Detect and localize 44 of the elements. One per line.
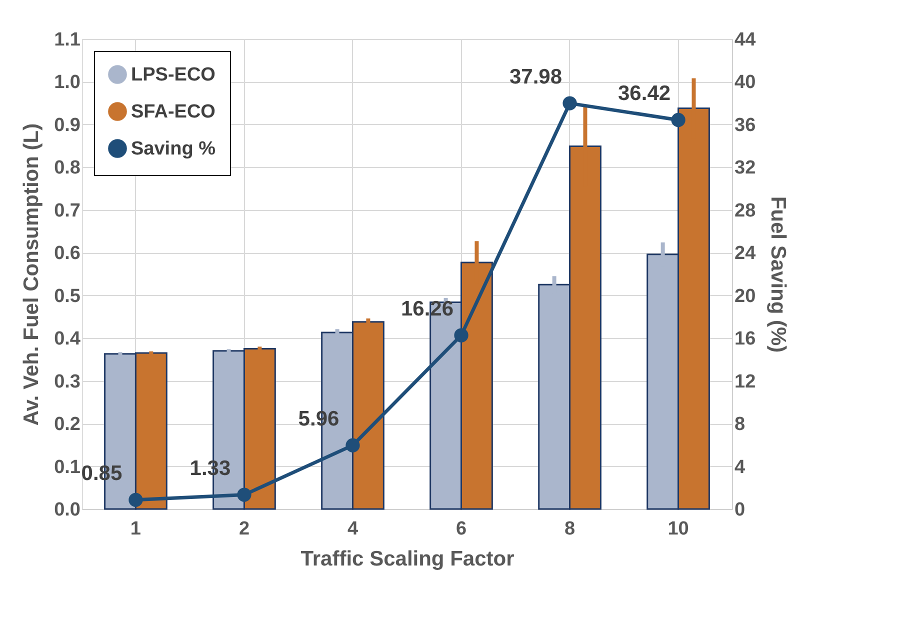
y-tick-label: 1.1 <box>54 30 81 50</box>
y-tick-label: 0.3 <box>54 371 80 392</box>
y2-tick-label: 8 <box>734 414 746 436</box>
y-tick-label: 0.4 <box>54 328 81 350</box>
x-tick-label: 8 <box>564 518 576 540</box>
point <box>346 438 360 452</box>
y2-tick-label: 44 <box>734 30 756 50</box>
x-tick-label: 4 <box>347 518 358 540</box>
y2-tick-label: 4 <box>734 456 746 478</box>
y2-tick-label: 28 <box>734 200 756 222</box>
y2-axis-title: Fuel Saving (%) <box>766 196 790 353</box>
y-tick-label: 0.6 <box>54 243 80 264</box>
x-tick-label: 6 <box>456 518 467 540</box>
legend-label: LPS-ECO <box>131 64 216 86</box>
point <box>128 492 143 507</box>
y2-tick-label: 32 <box>734 158 756 179</box>
y2-tick-label: 40 <box>734 72 756 94</box>
y-tick-label: 0.2 <box>54 414 80 436</box>
legend-label: Saving % <box>131 138 216 160</box>
x-tick-label: 1 <box>130 518 142 540</box>
y-tick-label: 0.7 <box>54 200 80 222</box>
y2-tick-label: 36 <box>734 114 756 136</box>
y-axis-title: Av. Veh. Fuel Consumption (L) <box>20 123 44 426</box>
x-axis-title: Traffic Scaling Factor <box>300 548 514 570</box>
point <box>562 96 577 110</box>
y2-tick-label: 20 <box>734 286 756 307</box>
legend-label: SFA-ECO <box>131 102 216 122</box>
y-tick-label: 0.1 <box>54 456 81 478</box>
y-tick-label: 1.0 <box>54 72 80 94</box>
point <box>671 112 686 128</box>
data-label: 37.98 <box>509 65 562 88</box>
point <box>237 488 252 502</box>
y-tick-label: 0.9 <box>54 114 80 136</box>
x-tick-label: 2 <box>238 518 250 540</box>
y2-tick-label: 0 <box>734 500 746 520</box>
y2-tick-label: 24 <box>734 243 756 264</box>
y-tick-label: 0.8 <box>54 158 80 179</box>
data-label: 36.42 <box>618 82 671 105</box>
x-tick-label: 10 <box>668 518 689 540</box>
y2-tick-label: 12 <box>734 371 756 392</box>
y-tick-label: 0.0 <box>54 500 80 520</box>
point <box>454 328 468 342</box>
y-tick-label: 0.5 <box>54 286 81 307</box>
y2-tick-label: 16 <box>734 328 756 350</box>
